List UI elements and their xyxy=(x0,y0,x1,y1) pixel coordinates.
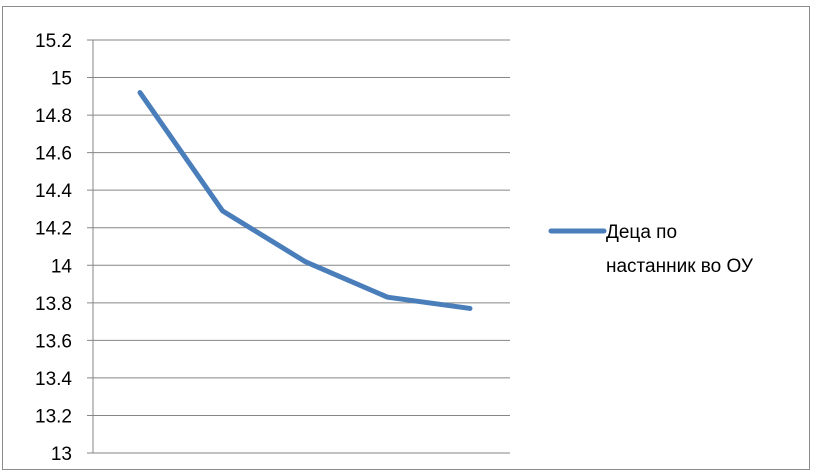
y-tick-label: 15.2 xyxy=(35,31,72,52)
y-axis-tick-labels: 15.2 15 14.8 14.6 14.4 14.2 14 13.8 13.6 13.4 13.2… xyxy=(35,31,72,465)
y-tick-label: 14.8 xyxy=(35,106,72,127)
y-tick-label: 14 xyxy=(51,256,73,277)
chart-area xyxy=(2,6,810,470)
legend: Деца по настанник во ОУ xyxy=(548,222,754,277)
data-point xyxy=(220,208,225,213)
data-point xyxy=(385,295,390,300)
y-tick-label: 13.6 xyxy=(35,331,72,352)
series-line xyxy=(137,90,473,311)
y-tick-label: 14.4 xyxy=(35,181,72,202)
y-tick-label: 13.8 xyxy=(35,294,72,315)
y-tick-label: 13.2 xyxy=(35,406,72,427)
y-tick-label: 15 xyxy=(51,69,72,90)
y-tick-label: 14.2 xyxy=(35,219,72,240)
series-group xyxy=(137,90,473,311)
y-tick-label: 14.6 xyxy=(35,144,72,165)
data-point xyxy=(303,259,307,264)
legend-label-line-1: Деца по xyxy=(606,222,677,243)
legend-label-line-2: настанник во ОУ xyxy=(606,256,754,277)
y-tick-label: 13 xyxy=(51,444,72,465)
data-point xyxy=(468,306,472,311)
y-tick-label: 13.4 xyxy=(35,369,72,390)
data-point xyxy=(138,90,142,95)
gridlines xyxy=(87,39,510,454)
